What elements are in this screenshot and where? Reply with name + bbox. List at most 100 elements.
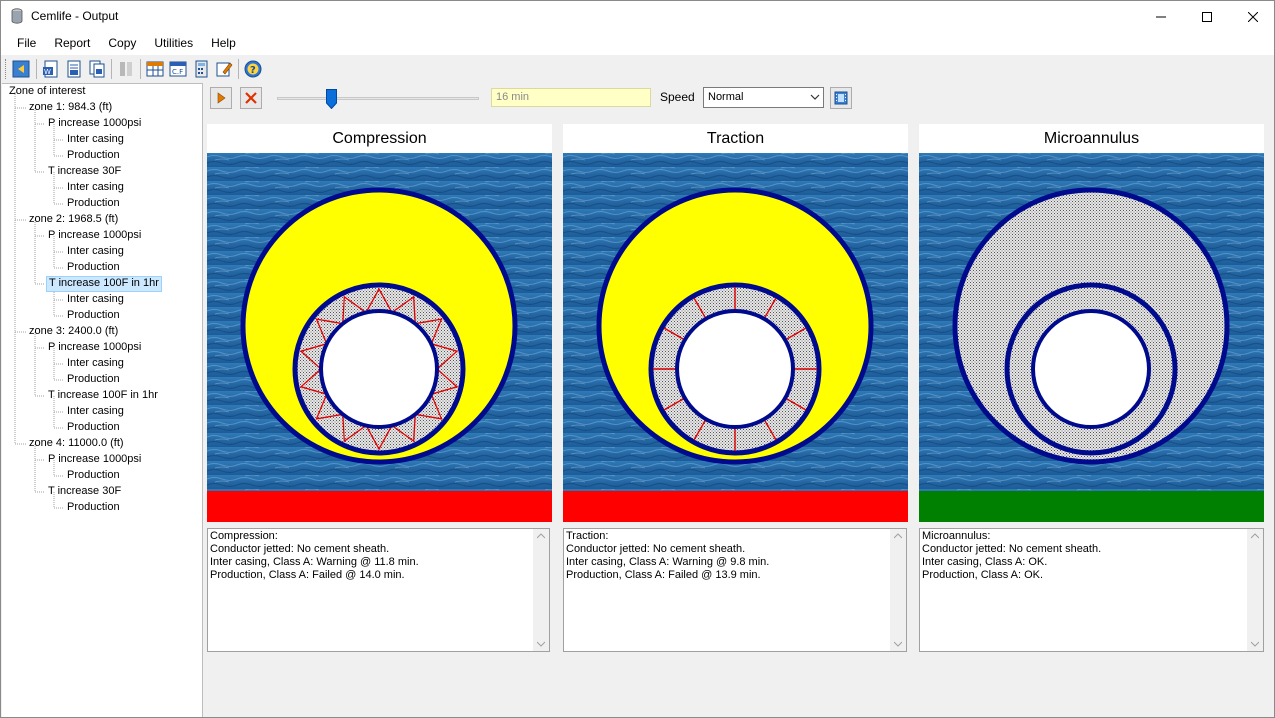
tree-casing-node[interactable]: Inter casing bbox=[67, 357, 124, 369]
table-button[interactable] bbox=[144, 58, 166, 80]
tree-casing-node[interactable]: Production bbox=[67, 149, 120, 161]
tree-load-case-node[interactable]: T increase 100F in 1hr bbox=[48, 389, 158, 401]
word-report-icon: W bbox=[43, 60, 58, 78]
word-report-button[interactable]: W bbox=[40, 58, 62, 80]
traction-result-text[interactable]: Traction: Conductor jetted: No cement sh… bbox=[563, 528, 907, 652]
tree-load-case-node[interactable]: T increase 30F bbox=[48, 165, 122, 177]
vertical-scrollbar[interactable] bbox=[1247, 529, 1263, 651]
vertical-scrollbar[interactable] bbox=[533, 529, 549, 651]
chevron-down-icon bbox=[810, 94, 820, 100]
tree-load-case-node[interactable]: P increase 1000psi bbox=[48, 453, 142, 465]
scroll-down-icon[interactable] bbox=[894, 641, 902, 647]
speed-select-value: Normal bbox=[708, 91, 744, 103]
inter-casing bbox=[292, 282, 466, 456]
menu-file[interactable]: File bbox=[17, 36, 37, 50]
scroll-down-icon[interactable] bbox=[537, 641, 545, 647]
bore bbox=[321, 311, 437, 427]
time-slider-track[interactable] bbox=[277, 97, 479, 100]
toolbar-separator bbox=[238, 59, 239, 79]
cemlife-app-icon bbox=[11, 8, 23, 24]
traction-diagram bbox=[563, 153, 908, 522]
speed-select[interactable]: Normal bbox=[703, 87, 824, 108]
stop-button[interactable] bbox=[240, 87, 262, 109]
minimize-button[interactable] bbox=[1138, 1, 1184, 32]
radial-crack bbox=[784, 397, 807, 411]
result-line: Conductor jetted: No cement sheath. bbox=[566, 543, 746, 555]
microannulus-panel: Microannulus bbox=[919, 124, 1264, 522]
result-line: Conductor jetted: No cement sheath. bbox=[210, 543, 390, 555]
calculator-button[interactable] bbox=[190, 58, 212, 80]
tree-load-case-node[interactable]: P increase 1000psi bbox=[48, 117, 142, 129]
radial-crack bbox=[693, 418, 707, 441]
toolbar: W C.F ? bbox=[1, 55, 1274, 83]
menu-copy[interactable]: Copy bbox=[108, 36, 137, 50]
tree-zone-node[interactable]: zone 3: 2400.0 (ft) bbox=[29, 325, 119, 337]
microannulus-diagram bbox=[919, 153, 1264, 522]
speed-label: Speed bbox=[660, 90, 695, 104]
tree-casing-node[interactable]: Production bbox=[67, 197, 120, 209]
zone-tree[interactable]: Zone of interest zone 1: 984.3 (ft) P inc… bbox=[2, 83, 203, 717]
tree-casing-node[interactable]: Production bbox=[67, 421, 120, 433]
tree-casing-node[interactable]: Inter casing bbox=[67, 133, 124, 145]
production-casing bbox=[1031, 309, 1151, 429]
tree-casing-node[interactable]: Production bbox=[67, 501, 120, 513]
result-line: Conductor jetted: No cement sheath. bbox=[922, 543, 1102, 555]
status-bar bbox=[563, 491, 908, 522]
tree-zone-node[interactable]: zone 1: 984.3 (ft) bbox=[29, 101, 113, 113]
maximize-button[interactable] bbox=[1184, 1, 1230, 32]
help-button[interactable]: ? bbox=[242, 58, 264, 80]
play-button[interactable] bbox=[210, 87, 232, 109]
tree-casing-node[interactable]: Inter casing bbox=[67, 245, 124, 257]
tree-casing-node[interactable]: Production bbox=[67, 309, 120, 321]
tree-zone-node[interactable]: zone 4: 11000.0 (ft) bbox=[29, 437, 124, 449]
cf-icon: C.F bbox=[169, 61, 187, 77]
compression-panel: Compression bbox=[207, 124, 552, 522]
compression-diagram bbox=[207, 153, 552, 522]
panel-title: Microannulus bbox=[919, 124, 1264, 153]
scroll-up-icon[interactable] bbox=[537, 533, 545, 539]
tree-casing-node[interactable]: Production bbox=[67, 261, 120, 273]
result-line: Production, Class A: Failed @ 13.9 min. bbox=[566, 569, 761, 581]
record-button[interactable] bbox=[830, 87, 852, 109]
toolbar-grip[interactable] bbox=[5, 59, 8, 79]
compression-result-text[interactable]: Compression: Conductor jetted: No cement… bbox=[207, 528, 550, 652]
tree-casing-node[interactable]: Inter casing bbox=[67, 293, 124, 305]
tree-casing-node[interactable]: Production bbox=[67, 373, 120, 385]
radial-crack bbox=[763, 297, 777, 320]
menu-report[interactable]: Report bbox=[54, 36, 91, 50]
scroll-up-icon[interactable] bbox=[1251, 533, 1259, 539]
tree-load-case-node[interactable]: T increase 30F bbox=[48, 485, 122, 497]
report-icon bbox=[67, 60, 81, 78]
tree-casing-node[interactable]: Inter casing bbox=[67, 181, 124, 193]
edit-icon bbox=[216, 62, 233, 77]
scroll-down-icon[interactable] bbox=[1251, 641, 1259, 647]
traction-panel: Traction bbox=[563, 124, 908, 522]
report-multi-button[interactable] bbox=[86, 58, 108, 80]
film-icon bbox=[834, 91, 848, 105]
close-button[interactable] bbox=[1230, 1, 1275, 32]
menu-utilities[interactable]: Utilities bbox=[154, 36, 194, 50]
elapsed-time-field[interactable]: 16 min bbox=[491, 88, 651, 107]
cf-button[interactable]: C.F bbox=[167, 58, 189, 80]
microannulus-result-text[interactable]: Microannulus: Conductor jetted: No cemen… bbox=[919, 528, 1264, 652]
tree-load-case-node[interactable]: P increase 1000psi bbox=[48, 341, 142, 353]
radial-crack bbox=[784, 327, 807, 341]
scroll-up-icon[interactable] bbox=[894, 533, 902, 539]
menu-help[interactable]: Help bbox=[211, 36, 236, 50]
tree-casing-node[interactable]: Inter casing bbox=[67, 405, 124, 417]
report-button[interactable] bbox=[63, 58, 85, 80]
bore bbox=[1033, 311, 1149, 427]
back-button[interactable] bbox=[10, 58, 32, 80]
production-casing bbox=[319, 309, 439, 429]
tree-casing-node[interactable]: Production bbox=[67, 469, 120, 481]
tree-root[interactable]: Zone of interest bbox=[9, 85, 86, 97]
tree-load-case-node[interactable]: P increase 1000psi bbox=[48, 229, 142, 241]
tree-load-case-node[interactable]: T increase 100F in 1hr bbox=[46, 276, 162, 292]
disabled-tool-button[interactable] bbox=[115, 58, 137, 80]
conductor-casing bbox=[952, 187, 1230, 465]
vertical-scrollbar[interactable] bbox=[890, 529, 906, 651]
time-slider-thumb[interactable] bbox=[326, 89, 338, 110]
tree-zone-node[interactable]: zone 2: 1968.5 (ft) bbox=[29, 213, 119, 225]
edit-button[interactable] bbox=[213, 58, 235, 80]
svg-text:C.F: C.F bbox=[172, 68, 183, 76]
